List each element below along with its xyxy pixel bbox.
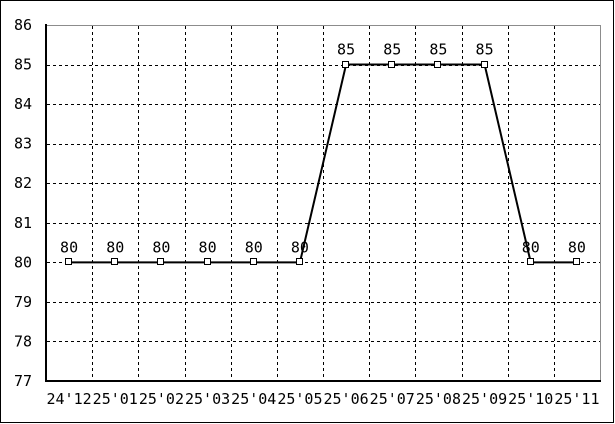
data-point-label: 85 xyxy=(383,41,401,59)
data-point-marker xyxy=(481,61,488,68)
data-point-label: 80 xyxy=(106,238,124,256)
x-axis-tick-label: 25'10 xyxy=(508,390,553,408)
x-axis-tick-label: 25'04 xyxy=(231,390,276,408)
y-axis-tick-label: 79 xyxy=(14,293,32,311)
y-axis-tick-label: 77 xyxy=(14,372,32,390)
data-point-label: 85 xyxy=(476,41,494,59)
data-point-marker xyxy=(342,61,349,68)
y-axis-tick-label: 78 xyxy=(14,332,32,350)
x-axis-tick-label: 25'11 xyxy=(554,390,599,408)
x-axis-tick-label: 25'09 xyxy=(462,390,507,408)
y-axis-tick-label: 83 xyxy=(14,135,32,153)
x-axis-tick-label: 25'08 xyxy=(416,390,461,408)
x-axis-tick-label: 25'02 xyxy=(139,390,184,408)
x-axis-tick-label: 25'03 xyxy=(185,390,230,408)
y-axis-tick-label: 82 xyxy=(14,174,32,192)
data-point-label: 80 xyxy=(199,238,217,256)
x-axis-tick-label: 25'06 xyxy=(324,390,369,408)
data-point-marker xyxy=(250,258,257,265)
data-point-marker xyxy=(527,258,534,265)
y-axis-tick-label: 86 xyxy=(14,16,32,34)
x-axis-tick-label: 25'05 xyxy=(277,390,322,408)
data-point-marker xyxy=(573,258,580,265)
data-point-label: 85 xyxy=(337,41,355,59)
data-point-marker xyxy=(111,258,118,265)
data-point-label: 80 xyxy=(291,238,309,256)
data-point-label: 80 xyxy=(245,238,263,256)
data-point-label: 85 xyxy=(429,41,447,59)
y-axis-tick-label: 81 xyxy=(14,214,32,232)
data-point-marker xyxy=(65,258,72,265)
data-point-marker xyxy=(204,258,211,265)
data-point-label: 80 xyxy=(60,238,78,256)
series-line xyxy=(69,63,577,264)
x-axis-tick-label: 24'12 xyxy=(47,390,92,408)
y-axis-tick-label: 80 xyxy=(14,253,32,271)
data-point-marker xyxy=(296,258,303,265)
data-point-label: 80 xyxy=(522,238,540,256)
y-axis-tick-label: 85 xyxy=(14,56,32,74)
data-point-label: 80 xyxy=(568,238,586,256)
data-point-marker xyxy=(434,61,441,68)
y-axis-tick-label: 84 xyxy=(14,95,32,113)
data-point-marker xyxy=(157,258,164,265)
x-axis-tick-label: 25'01 xyxy=(93,390,138,408)
x-axis-tick-label: 25'07 xyxy=(370,390,415,408)
data-point-label: 80 xyxy=(152,238,170,256)
data-point-marker xyxy=(388,61,395,68)
